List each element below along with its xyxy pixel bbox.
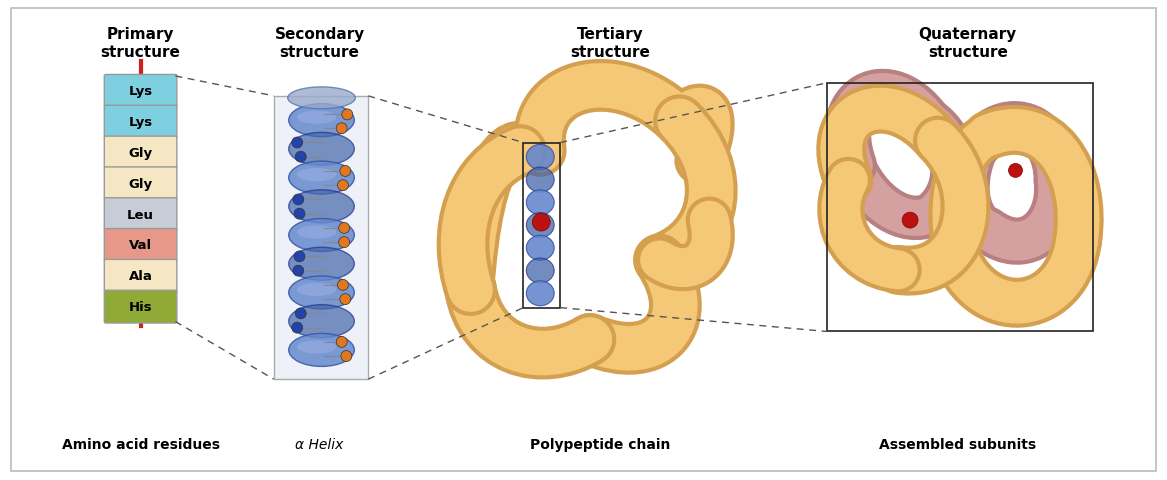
Ellipse shape bbox=[288, 162, 355, 195]
Text: Assembled subunits: Assembled subunits bbox=[879, 437, 1036, 451]
Circle shape bbox=[338, 237, 350, 248]
Bar bbox=[826, 84, 1093, 332]
Ellipse shape bbox=[288, 248, 355, 281]
Circle shape bbox=[294, 209, 305, 220]
Ellipse shape bbox=[526, 281, 554, 306]
FancyBboxPatch shape bbox=[104, 106, 177, 139]
Ellipse shape bbox=[526, 168, 554, 193]
Circle shape bbox=[294, 252, 305, 262]
Ellipse shape bbox=[296, 226, 336, 239]
Ellipse shape bbox=[288, 191, 355, 223]
Ellipse shape bbox=[526, 213, 554, 238]
Circle shape bbox=[532, 214, 550, 231]
Circle shape bbox=[341, 351, 351, 362]
Circle shape bbox=[1008, 164, 1022, 178]
Circle shape bbox=[337, 280, 349, 291]
Ellipse shape bbox=[526, 191, 554, 216]
Circle shape bbox=[293, 194, 303, 205]
Ellipse shape bbox=[288, 133, 355, 166]
Text: Gly: Gly bbox=[128, 147, 153, 160]
Text: Lys: Lys bbox=[128, 116, 153, 129]
Circle shape bbox=[337, 180, 349, 191]
Text: Gly: Gly bbox=[128, 178, 153, 191]
Ellipse shape bbox=[288, 276, 355, 309]
Circle shape bbox=[293, 265, 303, 276]
FancyBboxPatch shape bbox=[104, 290, 177, 324]
Text: Quaternary
structure: Quaternary structure bbox=[918, 27, 1016, 60]
Text: Secondary
structure: Secondary structure bbox=[274, 27, 364, 60]
Circle shape bbox=[340, 294, 351, 305]
Ellipse shape bbox=[288, 305, 355, 338]
Circle shape bbox=[292, 323, 302, 334]
Bar bbox=[274, 96, 369, 379]
Circle shape bbox=[338, 223, 350, 234]
Circle shape bbox=[295, 308, 306, 319]
Text: Leu: Leu bbox=[127, 208, 154, 221]
Text: Polypeptide chain: Polypeptide chain bbox=[530, 437, 670, 451]
Ellipse shape bbox=[288, 105, 355, 137]
Text: Val: Val bbox=[130, 239, 152, 252]
FancyBboxPatch shape bbox=[104, 168, 177, 200]
Ellipse shape bbox=[288, 88, 355, 109]
Text: Primary
structure: Primary structure bbox=[100, 27, 181, 60]
FancyBboxPatch shape bbox=[104, 229, 177, 262]
Text: Tertiary
structure: Tertiary structure bbox=[569, 27, 650, 60]
Circle shape bbox=[336, 336, 347, 348]
Ellipse shape bbox=[296, 168, 336, 182]
Circle shape bbox=[340, 166, 351, 177]
Circle shape bbox=[292, 138, 302, 149]
Text: Ala: Ala bbox=[128, 270, 153, 283]
Ellipse shape bbox=[288, 334, 355, 367]
Bar bbox=[523, 143, 560, 308]
Text: α Helix: α Helix bbox=[295, 437, 344, 451]
Circle shape bbox=[902, 213, 918, 228]
Ellipse shape bbox=[526, 259, 554, 284]
Ellipse shape bbox=[296, 111, 336, 124]
Ellipse shape bbox=[296, 283, 336, 297]
FancyBboxPatch shape bbox=[104, 137, 177, 169]
Text: His: His bbox=[128, 300, 153, 313]
FancyBboxPatch shape bbox=[104, 198, 177, 231]
Text: Lys: Lys bbox=[128, 85, 153, 98]
Ellipse shape bbox=[296, 341, 336, 354]
Ellipse shape bbox=[526, 145, 554, 170]
Text: Amino acid residues: Amino acid residues bbox=[62, 437, 219, 451]
FancyBboxPatch shape bbox=[104, 75, 177, 108]
Circle shape bbox=[295, 152, 306, 163]
Circle shape bbox=[336, 123, 347, 134]
Ellipse shape bbox=[288, 219, 355, 252]
Ellipse shape bbox=[526, 236, 554, 261]
FancyBboxPatch shape bbox=[104, 260, 177, 293]
Circle shape bbox=[342, 110, 352, 120]
